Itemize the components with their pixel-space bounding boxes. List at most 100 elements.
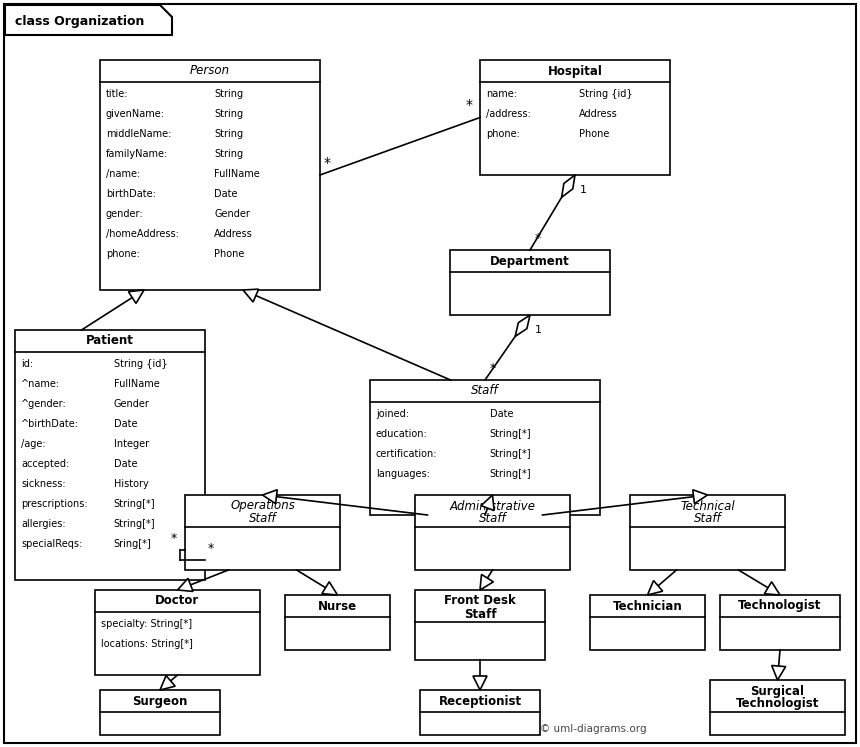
Text: prescriptions:: prescriptions: (21, 499, 88, 509)
Polygon shape (693, 490, 708, 503)
Text: Staff: Staff (694, 512, 722, 525)
FancyBboxPatch shape (95, 590, 260, 675)
Text: String: String (214, 109, 243, 119)
Text: Person: Person (190, 64, 230, 78)
Polygon shape (177, 578, 194, 592)
Polygon shape (262, 490, 277, 503)
Text: String[*]: String[*] (114, 499, 156, 509)
FancyBboxPatch shape (720, 595, 840, 650)
Text: id:: id: (21, 359, 34, 369)
Text: Operations: Operations (230, 500, 295, 512)
Text: /address:: /address: (486, 109, 531, 119)
Text: Hospital: Hospital (548, 64, 603, 78)
FancyBboxPatch shape (415, 590, 545, 660)
Text: Date: Date (489, 409, 513, 419)
Text: gender:: gender: (106, 209, 144, 219)
Polygon shape (243, 289, 259, 302)
Text: class Organization: class Organization (15, 16, 144, 28)
Polygon shape (515, 315, 530, 336)
Text: /homeAddress:: /homeAddress: (106, 229, 179, 239)
FancyBboxPatch shape (415, 495, 570, 570)
Text: birthDate:: birthDate: (106, 189, 156, 199)
FancyBboxPatch shape (4, 4, 856, 743)
Text: Front Desk: Front Desk (444, 595, 516, 607)
Text: allergies:: allergies: (21, 519, 65, 529)
Text: Date: Date (214, 189, 238, 199)
Text: *: * (490, 362, 496, 375)
Text: Department: Department (490, 255, 570, 267)
Text: String[*]: String[*] (489, 469, 531, 479)
Text: Patient: Patient (86, 335, 134, 347)
FancyBboxPatch shape (420, 690, 540, 735)
Text: ^name:: ^name: (21, 379, 60, 389)
Text: languages:: languages: (376, 469, 430, 479)
Text: Doctor: Doctor (156, 595, 200, 607)
Text: Phone: Phone (579, 129, 609, 139)
Text: Technologist: Technologist (739, 600, 821, 613)
Text: name:: name: (486, 89, 517, 99)
FancyBboxPatch shape (710, 680, 845, 735)
Text: String {id}: String {id} (114, 359, 168, 369)
FancyBboxPatch shape (185, 495, 340, 570)
Text: Phone: Phone (214, 249, 245, 259)
Text: Administrative: Administrative (450, 500, 536, 512)
FancyBboxPatch shape (370, 380, 600, 515)
Polygon shape (5, 5, 172, 35)
Text: Integer: Integer (114, 439, 149, 449)
FancyBboxPatch shape (480, 60, 670, 175)
Text: String: String (214, 129, 243, 139)
Text: Staff: Staff (471, 385, 499, 397)
Text: String[*]: String[*] (489, 429, 531, 439)
FancyBboxPatch shape (630, 495, 785, 570)
Text: Receptionist: Receptionist (439, 695, 521, 707)
Text: phone:: phone: (486, 129, 520, 139)
Text: familyName:: familyName: (106, 149, 169, 159)
Text: Technician: Technician (612, 600, 682, 613)
Text: /age:: /age: (21, 439, 46, 449)
Text: locations: String[*]: locations: String[*] (101, 639, 193, 649)
Text: Date: Date (114, 459, 138, 469)
Text: String {id}: String {id} (579, 89, 632, 99)
Text: sickness:: sickness: (21, 479, 65, 489)
Text: String[*]: String[*] (114, 519, 156, 529)
Text: *: * (171, 532, 177, 545)
Text: givenName:: givenName: (106, 109, 165, 119)
Text: education:: education: (376, 429, 427, 439)
Text: Gender: Gender (114, 399, 150, 409)
Text: © uml-diagrams.org: © uml-diagrams.org (540, 724, 647, 734)
Text: History: History (114, 479, 149, 489)
Text: FullName: FullName (114, 379, 160, 389)
Text: Staff: Staff (464, 607, 496, 621)
Text: 1: 1 (580, 185, 587, 195)
Text: Technical: Technical (680, 500, 734, 512)
Text: Staff: Staff (479, 512, 507, 525)
Text: joined:: joined: (376, 409, 409, 419)
Polygon shape (480, 574, 494, 590)
Text: *: * (208, 542, 214, 555)
Text: Surgeon: Surgeon (132, 695, 187, 707)
Text: FullName: FullName (214, 169, 260, 179)
Text: certification:: certification: (376, 449, 438, 459)
Text: accepted:: accepted: (21, 459, 70, 469)
Text: Gender: Gender (214, 209, 250, 219)
Text: Surgical: Surgical (751, 684, 804, 698)
Text: String[*]: String[*] (489, 449, 531, 459)
Text: String: String (214, 149, 243, 159)
Text: specialty: String[*]: specialty: String[*] (101, 619, 192, 629)
FancyBboxPatch shape (100, 60, 320, 290)
Text: *: * (324, 156, 331, 170)
Text: /name:: /name: (106, 169, 140, 179)
Text: *: * (535, 232, 541, 245)
Text: title:: title: (106, 89, 128, 99)
Polygon shape (322, 582, 337, 595)
Polygon shape (160, 675, 175, 690)
Text: Address: Address (214, 229, 253, 239)
Text: Technologist: Technologist (736, 698, 820, 710)
FancyBboxPatch shape (450, 250, 610, 315)
Text: Address: Address (579, 109, 617, 119)
Polygon shape (765, 582, 780, 595)
Text: Staff: Staff (249, 512, 276, 525)
Polygon shape (128, 290, 144, 303)
Text: specialReqs:: specialReqs: (21, 539, 83, 549)
Text: phone:: phone: (106, 249, 140, 259)
